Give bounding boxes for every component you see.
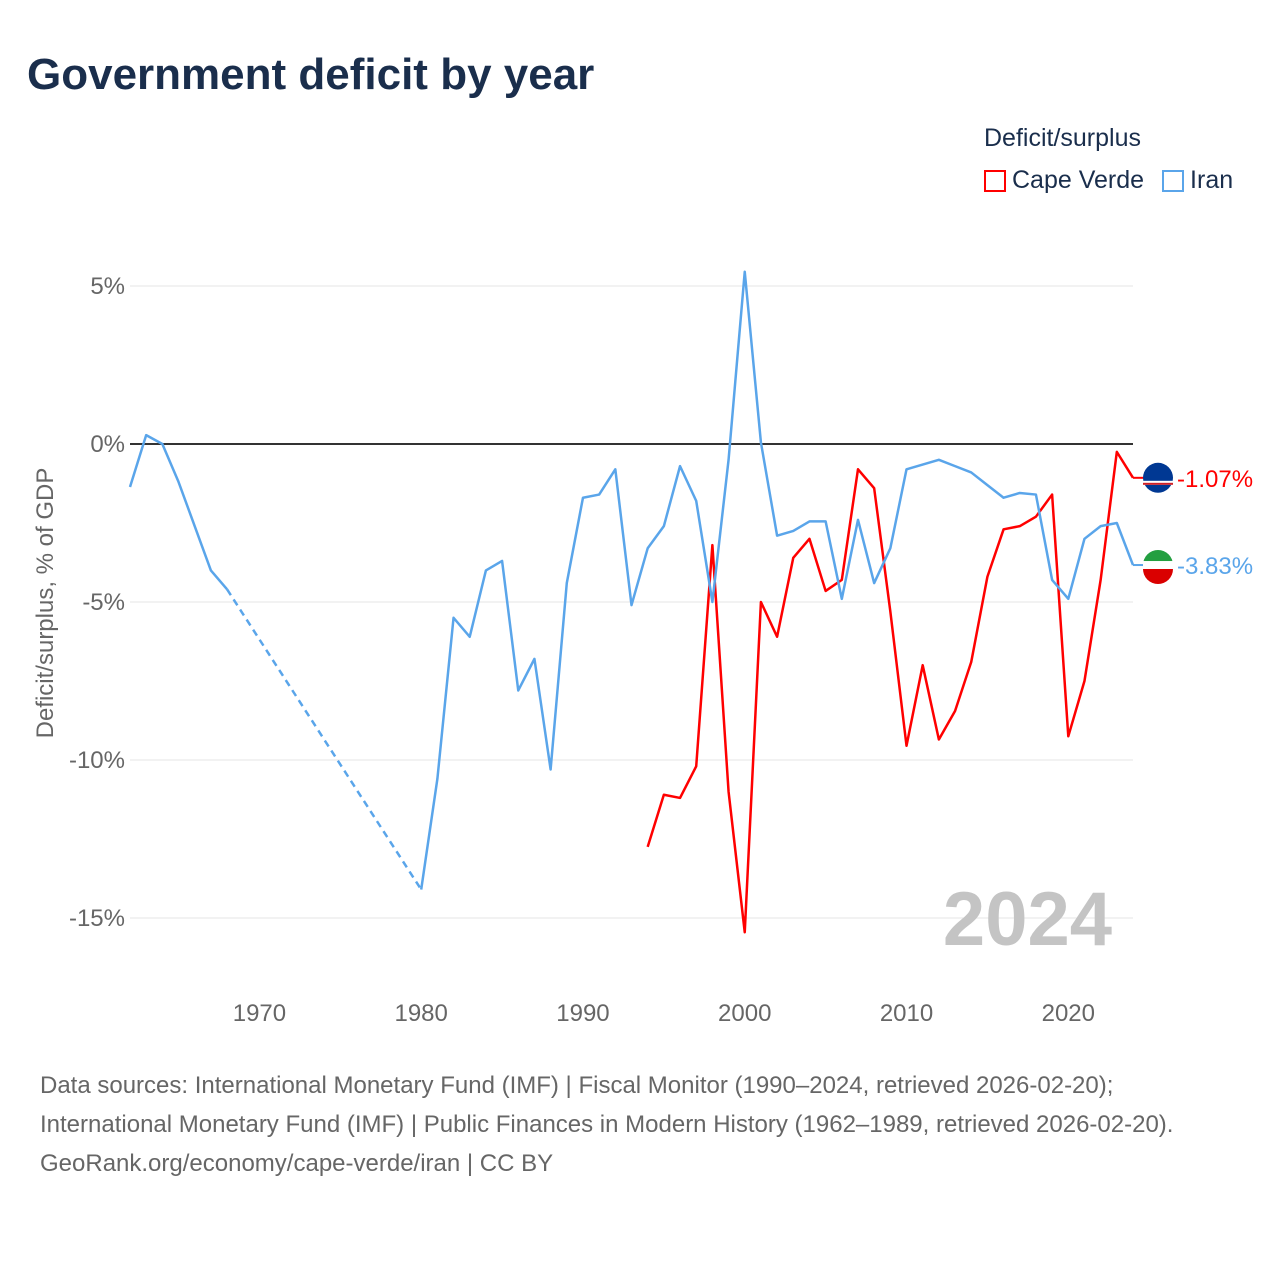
- end-value-label: -3.83%: [1177, 553, 1253, 580]
- series-line-cape-verde: [646, 450, 1135, 934]
- end-value-label: -1.07%: [1177, 466, 1253, 493]
- x-tick-label: 1970: [233, 1000, 286, 1027]
- flag-stripe: [1143, 482, 1173, 485]
- legend-item-cape-verde[interactable]: Cape Verde: [984, 166, 1144, 195]
- flag-icon-cape-verde: [1143, 462, 1173, 493]
- x-tick-label: 2000: [718, 1000, 771, 1027]
- source-link[interactable]: GeoRank.org/economy/cape-verde/iran | CC…: [40, 1150, 554, 1177]
- legend-label-cape-verde: Cape Verde: [1012, 166, 1145, 194]
- y-axis-label: Deficit/surplus, % of GDP: [32, 468, 59, 739]
- series-line-iran: [128, 270, 1135, 890]
- legend-item-iran[interactable]: Iran: [1162, 166, 1233, 195]
- y-tick-label: -5%: [82, 589, 125, 616]
- year-watermark: 2024: [943, 877, 1112, 962]
- y-tick-label: -15%: [69, 905, 125, 932]
- legend-swatch-iran: [1162, 169, 1185, 192]
- y-tick-label: 5%: [90, 273, 125, 300]
- x-tick-label: 1990: [556, 1000, 609, 1027]
- flag-stripe: [1143, 569, 1174, 585]
- footer: Data sources: International Monetary Fun…: [40, 1066, 1240, 1183]
- flag-stripe: [1143, 561, 1173, 570]
- x-tick-label: 2020: [1042, 1000, 1095, 1027]
- chart-title: Government deficit by year: [27, 50, 595, 99]
- x-tick-label: 1980: [394, 1000, 447, 1027]
- plot-area: 5% 0% -5% -10% -15% 1970 1980 1990 2000 2010 2020 D…: [32, 270, 1253, 1027]
- legend-swatch-cape-verde: [984, 169, 1006, 192]
- legend-title: Deficit/surplus: [984, 124, 1141, 152]
- legend: Cape Verde Iran: [984, 166, 1233, 195]
- series-gap-iran: [226, 588, 423, 891]
- legend-label-iran: Iran: [1190, 166, 1234, 194]
- data-sources: Data sources: International Monetary Fun…: [40, 1072, 1174, 1138]
- y-tick-label: -10%: [69, 747, 125, 774]
- y-tick-label: 0%: [90, 431, 125, 458]
- x-tick-label: 2010: [880, 1000, 933, 1027]
